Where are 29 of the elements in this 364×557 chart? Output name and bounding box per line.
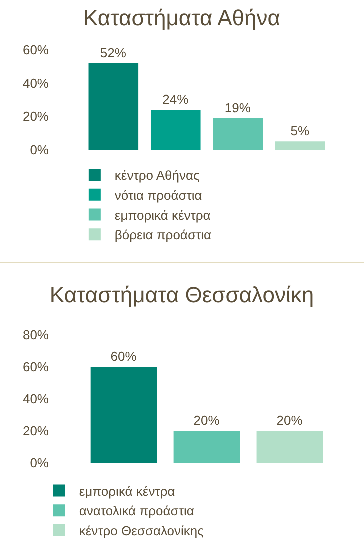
legend-label: βόρεια προάστια: [114, 228, 212, 243]
data-label: 60%: [110, 349, 138, 364]
y-tick-label: 40%: [22, 392, 50, 407]
y-tick-label: 80%: [22, 328, 50, 343]
y-tick-label: 40%: [22, 76, 50, 91]
data-label: 24%: [162, 92, 190, 107]
legend-label: εμπορικά κέντρα: [114, 208, 212, 223]
y-tick-label: 20%: [22, 109, 50, 124]
data-label: 52%: [100, 45, 127, 60]
y-tick-label: 60%: [22, 360, 50, 375]
data-label: 19%: [224, 100, 252, 116]
legend-label: κέντρο Αθήνας: [114, 168, 200, 184]
bar: [150, 110, 201, 150]
data-label: 20%: [276, 413, 304, 428]
y-tick-label: 60%: [22, 42, 50, 58]
data-label: 5%: [290, 124, 310, 139]
legend-label: νότια προάστια: [114, 188, 203, 203]
y-tick-label: 0%: [30, 142, 50, 158]
bar: [88, 63, 139, 150]
legend-label: ανατολικά προάστια: [79, 504, 195, 519]
legend-label: εμπορικά κέντρα: [79, 484, 176, 499]
chart-title: Καταστήματα Θεσσαλονίκη: [50, 282, 314, 308]
legend-label: κέντρο Θεσσαλονίκης: [79, 524, 204, 539]
bar: [213, 118, 264, 150]
chart-title: Καταστήματα Αθήνα: [84, 5, 281, 30]
bar: [275, 142, 326, 150]
y-tick-label: 20%: [22, 424, 50, 439]
data-label: 20%: [194, 413, 220, 428]
y-tick-label: 0%: [30, 456, 50, 471]
